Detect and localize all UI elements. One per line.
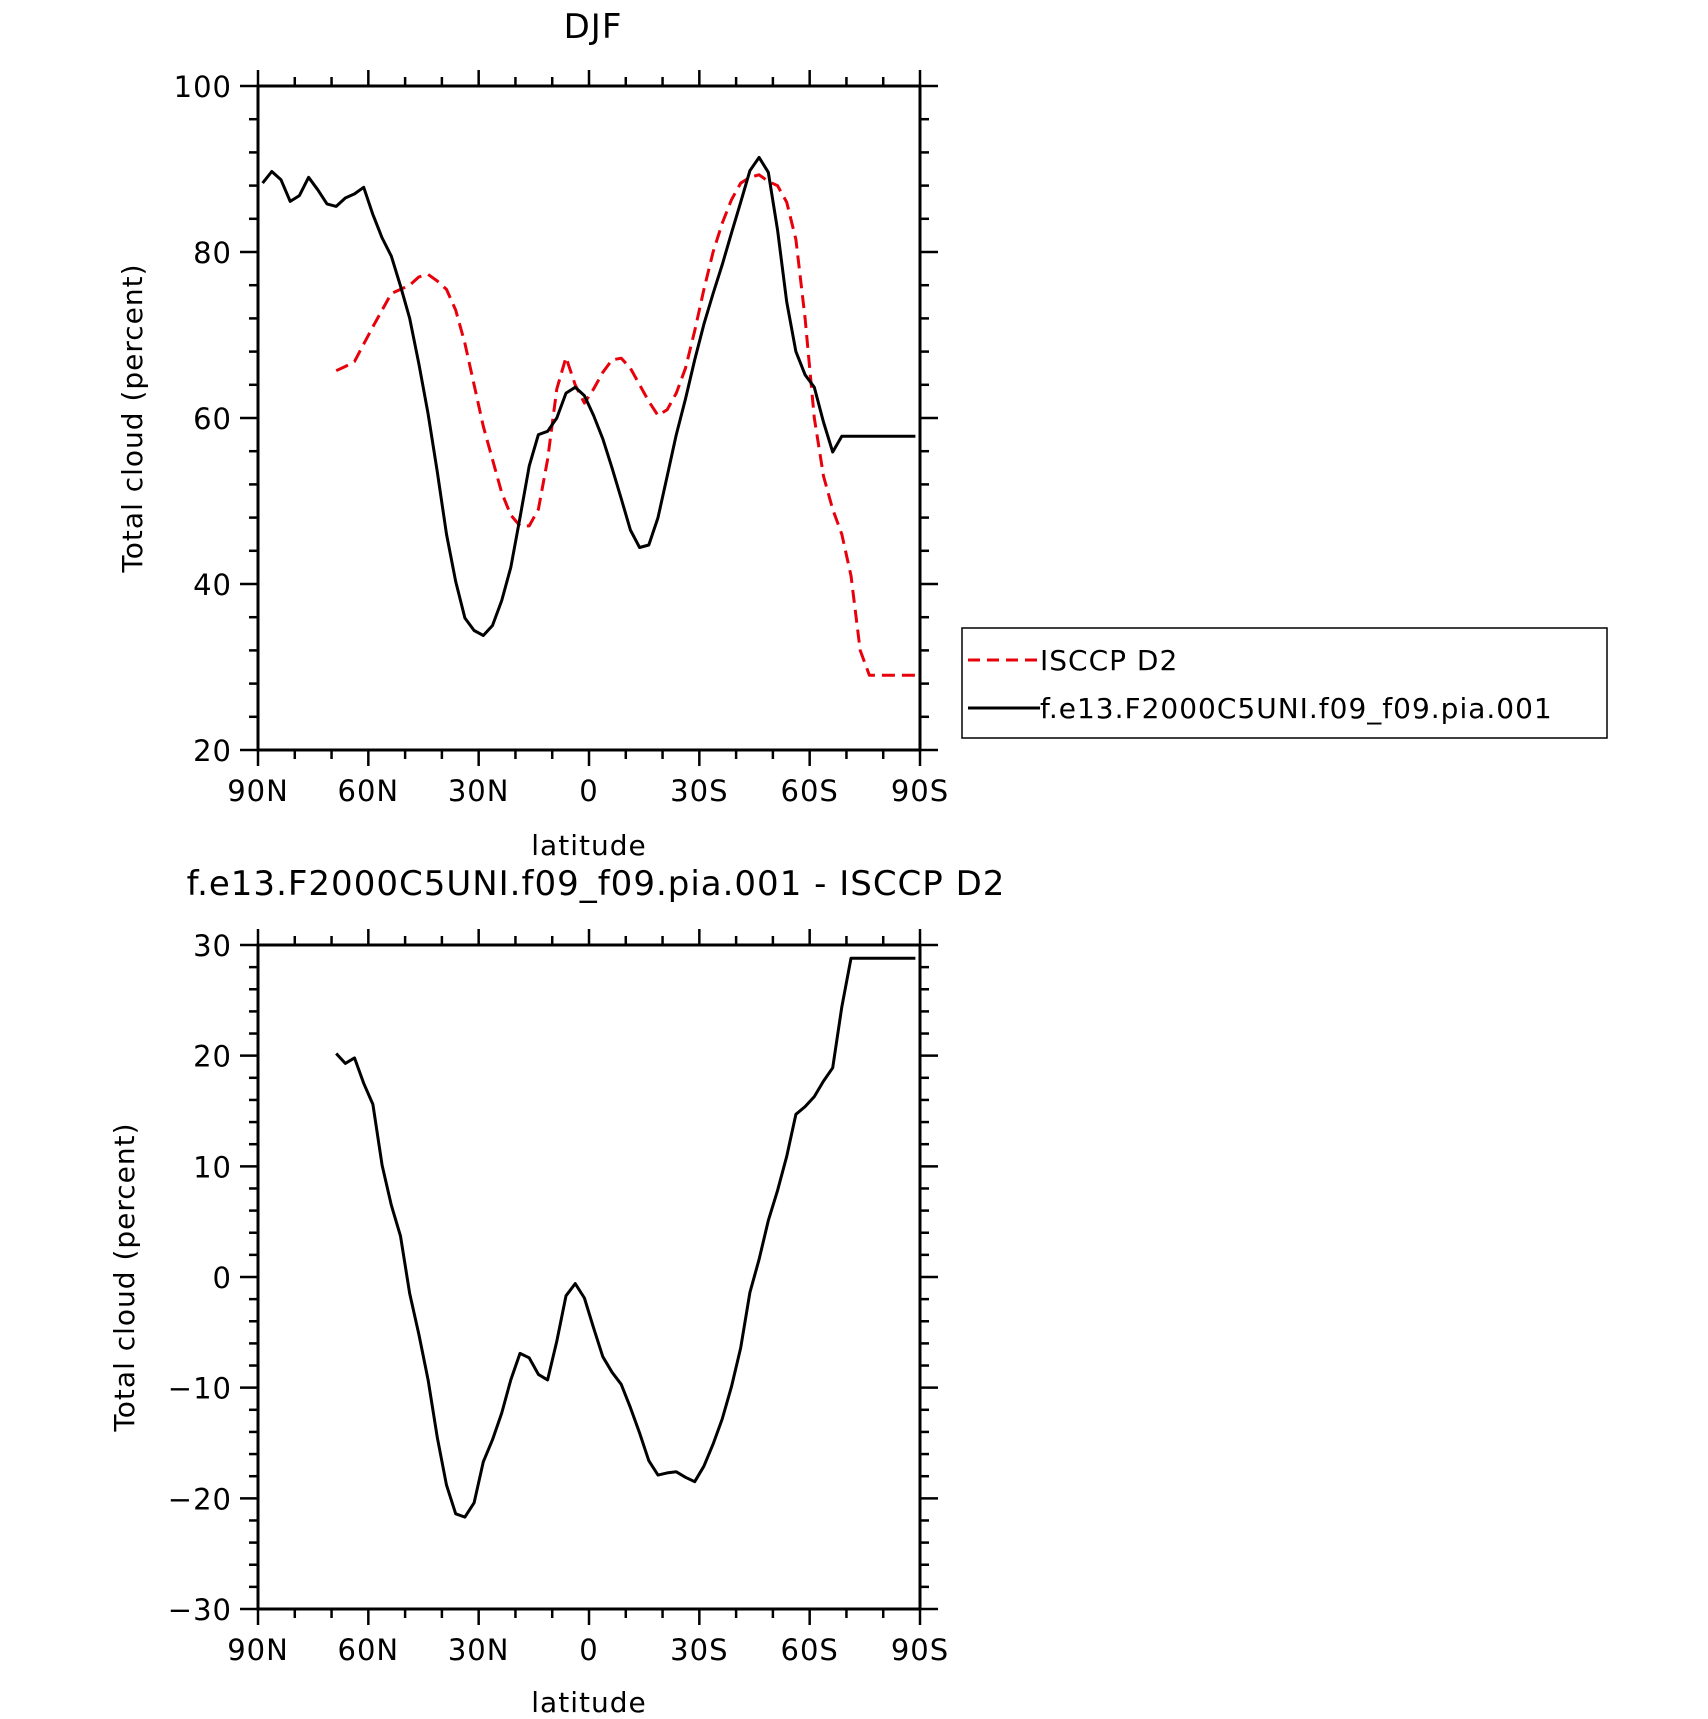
legend-box [961,627,1608,739]
y-tick-label: −20 [168,1482,232,1516]
legend: ISCCP D2 f.e13.F2000C5UNI.f09_f09.pia.00… [961,627,1608,739]
y-tick-label: 20 [193,734,232,768]
y-tick-label: 30 [193,929,232,963]
x-tick-label: 60N [338,774,400,808]
y-tick-label: 0 [213,1261,232,1295]
x-tick-label: 30S [670,1633,728,1667]
panel-difference: f.e13.F2000C5UNI.f09_f09.pia.001 - ISCCP… [108,864,1006,1719]
x-tick-label: 0 [579,774,598,808]
y-axis-label: Total cloud (percent) [108,1122,141,1432]
y-axis-label: Total cloud (percent) [116,263,149,573]
x-tick-label: 90S [891,1633,949,1667]
panel-djf: DJF 90N 60N 30N 0 30S 60S 90S 20 40 60 80 100 latit… [116,7,1608,862]
series-line-f-e13-f2000c5uni-f09-f09-pia-001 [261,155,916,637]
x-tick-label: 60N [338,1633,400,1667]
y-tick-label: 20 [193,1040,232,1074]
chart-title: DJF [564,7,623,47]
x-tick-label: 90N [227,1633,289,1667]
y-tick-label: 100 [174,70,232,104]
x-tick-label: 30N [448,1633,510,1667]
plot-frame [256,84,922,752]
x-tick-label: 60S [781,1633,839,1667]
x-tick-label: 60S [781,774,839,808]
x-tick-label: 30N [448,774,510,808]
y-tick-label: 80 [193,236,232,270]
y-tick-label: 60 [193,402,232,436]
y-tick-label: 40 [193,568,232,602]
y-tick-label: 10 [193,1150,232,1184]
y-tick-label: −10 [168,1372,232,1406]
x-tick-label: 90S [891,774,949,808]
x-tick-label: 90N [227,774,289,808]
series-line-difference [335,956,916,1519]
legend-label-isccp: ISCCP D2 [1040,644,1178,677]
y-tick-label: −30 [168,1593,232,1627]
x-axis-label: latitude [531,829,646,862]
legend-label-model: f.e13.F2000C5UNI.f09_f09.pia.001 [1040,692,1553,725]
x-tick-label: 30S [670,774,728,808]
chart-title: f.e13.F2000C5UNI.f09_f09.pia.001 - ISCCP… [187,864,1006,904]
plot-frame [256,943,922,1611]
x-tick-label: 0 [579,1633,598,1667]
series-line-isccp-d2 [335,173,916,677]
x-axis-label: latitude [531,1686,646,1719]
